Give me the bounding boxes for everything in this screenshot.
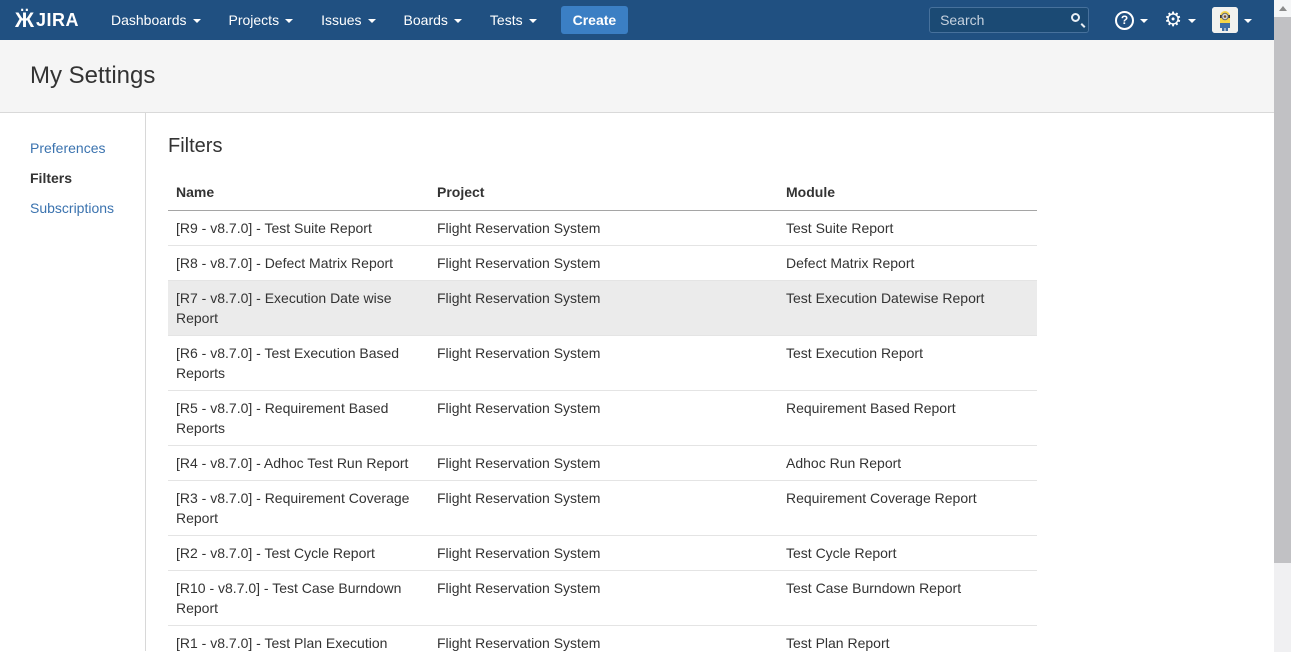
scrollbar-thumb[interactable] <box>1274 17 1291 563</box>
nav-item-tests[interactable]: Tests <box>476 0 551 40</box>
avatar <box>1212 7 1238 33</box>
cell-project: Flight Reservation System <box>429 280 778 336</box>
column-header-name: Name <box>168 178 429 211</box>
column-header-project: Project <box>429 178 778 211</box>
cell-module: Test Execution Report <box>778 335 1037 391</box>
nav-item-label: Issues <box>321 12 362 28</box>
cell-project: Flight Reservation System <box>429 210 778 246</box>
jira-logo-icon: Ӝ <box>15 8 34 32</box>
cell-project: Flight Reservation System <box>429 335 778 391</box>
cell-module: Requirement Coverage Report <box>778 480 1037 536</box>
chevron-down-icon <box>1244 19 1252 23</box>
cell-project: Flight Reservation System <box>429 625 778 652</box>
cell-name: [R9 - v8.7.0] - Test Suite Report <box>168 210 429 246</box>
cell-project: Flight Reservation System <box>429 570 778 626</box>
scrollbar-up-button[interactable] <box>1274 0 1291 17</box>
table-row[interactable]: [R9 - v8.7.0] - Test Suite Report Flight … <box>168 210 1037 246</box>
chevron-down-icon <box>1188 19 1196 23</box>
main-area: Preferences Filters Subscriptions Filters … <box>0 113 1274 652</box>
search-icon[interactable] <box>1071 13 1081 22</box>
nav-item-label: Tests <box>489 12 523 28</box>
table-row[interactable]: [R4 - v8.7.0] - Adhoc Test Run Report Fli… <box>168 445 1037 481</box>
sidebar-item-subscriptions[interactable]: Subscriptions <box>30 200 115 216</box>
nav-item-issues[interactable]: Issues <box>307 0 389 40</box>
quick-search <box>929 7 1090 33</box>
cell-name: [R7 - v8.7.0] - Execution Date wise Repo… <box>168 280 429 336</box>
jira-logo[interactable]: Ӝ JIRA <box>15 10 79 31</box>
main-nav-menu: Dashboards Projects Issues Boards Tests <box>97 0 551 40</box>
cell-name: [R6 - v8.7.0] - Test Execution Based Rep… <box>168 335 429 391</box>
cell-name: [R8 - v8.7.0] - Defect Matrix Report <box>168 245 429 281</box>
table-row[interactable]: [R8 - v8.7.0] - Defect Matrix Report Flig… <box>168 245 1037 281</box>
gear-icon: ⚙ <box>1164 9 1182 31</box>
cell-name: [R2 - v8.7.0] - Test Cycle Report <box>168 535 429 571</box>
cell-module: Requirement Based Report <box>778 390 1037 446</box>
chevron-down-icon <box>528 19 537 23</box>
page-title: My Settings <box>30 62 156 89</box>
cell-name: [R4 - v8.7.0] - Adhoc Test Run Report <box>168 445 429 481</box>
cell-module: Test Plan Report <box>778 625 1037 652</box>
cell-project: Flight Reservation System <box>429 480 778 536</box>
nav-item-boards[interactable]: Boards <box>390 0 476 40</box>
nav-item-label: Boards <box>403 12 448 28</box>
cell-name: [R1 - v8.7.0] - Test Plan Execution <box>168 625 429 652</box>
scroll-up-icon <box>1278 6 1287 11</box>
jira-logo-text: JIRA <box>35 9 79 30</box>
column-header-module: Module <box>778 178 1037 211</box>
search-input[interactable] <box>929 7 1090 33</box>
user-profile-menu[interactable] <box>1204 0 1260 40</box>
cell-module: Adhoc Run Report <box>778 445 1037 481</box>
sidebar-item-filters[interactable]: Filters <box>30 170 73 186</box>
minion-avatar-image <box>1212 7 1238 33</box>
help-menu[interactable]: ? <box>1107 0 1156 40</box>
cell-module: Test Suite Report <box>778 210 1037 246</box>
create-button[interactable]: Create <box>560 6 629 34</box>
cell-module: Test Cycle Report <box>778 535 1037 571</box>
table-row[interactable]: [R6 - v8.7.0] - Test Execution Based Rep… <box>168 335 1037 391</box>
navbar-right: ? ⚙ <box>929 0 1260 40</box>
section-heading: Filters <box>168 135 223 157</box>
table-row[interactable]: [R7 - v8.7.0] - Execution Date wise Repo… <box>168 280 1037 336</box>
chevron-down-icon <box>285 19 294 23</box>
cell-name: [R10 - v8.7.0] - Test Case Burndown Repo… <box>168 570 429 626</box>
chevron-down-icon <box>453 19 462 23</box>
settings-sidebar: Preferences Filters Subscriptions <box>0 113 146 651</box>
cell-project: Flight Reservation System <box>429 535 778 571</box>
chevron-down-icon <box>367 19 376 23</box>
sidebar-item-preferences[interactable]: Preferences <box>30 140 106 156</box>
table-row[interactable]: [R2 - v8.7.0] - Test Cycle Report Flight … <box>168 535 1037 571</box>
nav-item-label: Projects <box>228 12 280 28</box>
cell-module: Test Execution Datewise Report <box>778 280 1037 336</box>
nav-item-dashboards[interactable]: Dashboards <box>97 0 215 40</box>
chevron-down-icon <box>1140 19 1149 23</box>
table-row[interactable]: [R10 - v8.7.0] - Test Case Burndown Repo… <box>168 570 1037 626</box>
table-row[interactable]: [R5 - v8.7.0] - Requirement Based Report… <box>168 390 1037 446</box>
table-row[interactable]: [R1 - v8.7.0] - Test Plan Execution Fligh… <box>168 625 1037 652</box>
page-header: My Settings <box>0 40 1274 113</box>
help-icon: ? <box>1115 10 1135 30</box>
table-row[interactable]: [R3 - v8.7.0] - Requirement Coverage Rep… <box>168 480 1037 536</box>
nav-item-label: Dashboards <box>111 12 187 28</box>
chevron-down-icon <box>192 19 201 23</box>
cell-name: [R3 - v8.7.0] - Requirement Coverage Rep… <box>168 480 429 536</box>
cell-project: Flight Reservation System <box>429 445 778 481</box>
filters-table: Name Project Module [R9 - v8.7.0] - Test S… <box>168 178 1037 652</box>
nav-item-projects[interactable]: Projects <box>215 0 308 40</box>
table-header-row: Name Project Module <box>168 178 1037 211</box>
cell-name: [R5 - v8.7.0] - Requirement Based Report… <box>168 390 429 446</box>
top-navbar: Ӝ JIRA Dashboards Projects Issues Boards Tes… <box>0 0 1274 40</box>
cell-module: Defect Matrix Report <box>778 245 1037 281</box>
cell-project: Flight Reservation System <box>429 390 778 446</box>
cell-project: Flight Reservation System <box>429 245 778 281</box>
admin-settings-menu[interactable]: ⚙ <box>1156 0 1204 40</box>
content-panel: Filters Name Project Module [R9 - v8.7.0] … <box>146 113 1037 652</box>
vertical-scrollbar[interactable] <box>1274 0 1291 652</box>
cell-module: Test Case Burndown Report <box>778 570 1037 626</box>
